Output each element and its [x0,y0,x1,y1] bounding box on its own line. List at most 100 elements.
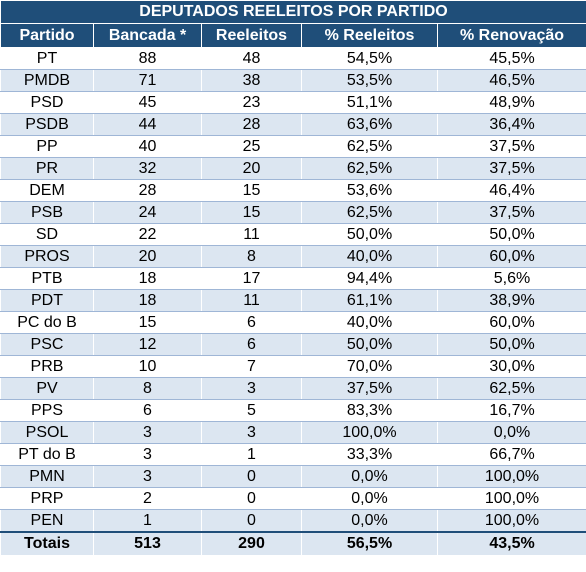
cell-reeleitos: 3 [201,377,302,400]
cell-pct-renovacao: 37,5% [436,201,586,224]
cell-bancada: 24 [93,201,202,224]
cell-pct-reeleitos: 37,5% [301,377,438,400]
table-row: PMDB 71 38 53,5% 46,5% [0,69,586,92]
table-row: PT 88 48 54,5% 45,5% [0,47,586,70]
cell-pct-renovacao: 60,0% [436,311,586,334]
cell-bancada: 18 [93,267,202,290]
totals-pct-reeleitos: 56,5% [301,531,438,556]
cell-pct-renovacao: 46,4% [436,179,586,202]
cell-bancada: 71 [93,69,202,92]
cell-partido: PRB [0,355,94,378]
column-header-reeleitos: Reeleitos [201,23,302,48]
table-row: PSDB 44 28 63,6% 36,4% [0,113,586,136]
cell-reeleitos: 28 [201,113,302,136]
cell-pct-reeleitos: 62,5% [301,201,438,224]
cell-pct-renovacao: 48,9% [436,91,586,114]
cell-partido: PRP [0,487,94,510]
cell-pct-reeleitos: 0,0% [301,465,438,488]
cell-partido: PTB [0,267,94,290]
table-title-row: DEPUTADOS REELEITOS POR PARTIDO [0,0,586,24]
cell-partido: PSDB [0,113,94,136]
cell-reeleitos: 25 [201,135,302,158]
table-row: PC do B 15 6 40,0% 60,0% [0,311,586,334]
cell-pct-reeleitos: 62,5% [301,135,438,158]
table-row: PROS 20 8 40,0% 60,0% [0,245,586,268]
cell-bancada: 12 [93,333,202,356]
cell-pct-renovacao: 16,7% [436,399,586,422]
column-header-partido: Partido [0,23,94,48]
cell-pct-reeleitos: 94,4% [301,267,438,290]
cell-partido: PMN [0,465,94,488]
reelected-deputies-table: DEPUTADOS REELEITOS POR PARTIDO Partido … [0,0,586,556]
table-row: PSOL 3 3 100,0% 0,0% [0,421,586,444]
cell-pct-renovacao: 100,0% [436,509,586,533]
cell-bancada: 3 [93,443,202,466]
cell-pct-renovacao: 100,0% [436,487,586,510]
cell-bancada: 44 [93,113,202,136]
cell-bancada: 3 [93,465,202,488]
cell-partido: DEM [0,179,94,202]
table-row: PT do B 3 1 33,3% 66,7% [0,443,586,466]
cell-bancada: 2 [93,487,202,510]
cell-reeleitos: 0 [201,509,302,533]
cell-reeleitos: 11 [201,289,302,312]
totals-pct-renovacao: 43,5% [436,531,586,556]
table-row: PMN 3 0 0,0% 100,0% [0,465,586,488]
table-row: PRB 10 7 70,0% 30,0% [0,355,586,378]
cell-reeleitos: 8 [201,245,302,268]
table-row: PP 40 25 62,5% 37,5% [0,135,586,158]
cell-pct-renovacao: 38,9% [436,289,586,312]
cell-partido: PSD [0,91,94,114]
cell-bancada: 1 [93,509,202,533]
table-row: DEM 28 15 53,6% 46,4% [0,179,586,202]
cell-pct-reeleitos: 40,0% [301,311,438,334]
cell-reeleitos: 0 [201,465,302,488]
cell-bancada: 22 [93,223,202,246]
cell-bancada: 40 [93,135,202,158]
cell-pct-renovacao: 36,4% [436,113,586,136]
cell-pct-renovacao: 0,0% [436,421,586,444]
cell-partido: PDT [0,289,94,312]
cell-bancada: 18 [93,289,202,312]
cell-pct-reeleitos: 100,0% [301,421,438,444]
cell-partido: PV [0,377,94,400]
cell-reeleitos: 7 [201,355,302,378]
cell-partido: SD [0,223,94,246]
totals-bancada: 513 [93,531,202,556]
cell-pct-renovacao: 62,5% [436,377,586,400]
column-header-row: Partido Bancada * Reeleitos % Reeleitos … [0,23,586,48]
cell-pct-renovacao: 50,0% [436,333,586,356]
table-title: DEPUTADOS REELEITOS POR PARTIDO [0,0,586,24]
table-row: PRP 2 0 0,0% 100,0% [0,487,586,510]
cell-reeleitos: 0 [201,487,302,510]
cell-pct-reeleitos: 51,1% [301,91,438,114]
cell-bancada: 88 [93,47,202,70]
table-body: PT 88 48 54,5% 45,5% PMDB 71 38 53,5% 46,5% PSD 45 2… [0,47,586,533]
cell-bancada: 8 [93,377,202,400]
cell-partido: PC do B [0,311,94,334]
cell-pct-reeleitos: 53,5% [301,69,438,92]
cell-pct-renovacao: 46,5% [436,69,586,92]
cell-reeleitos: 15 [201,179,302,202]
table-row: PSC 12 6 50,0% 50,0% [0,333,586,356]
cell-pct-renovacao: 30,0% [436,355,586,378]
table-row: PEN 1 0 0,0% 100,0% [0,509,586,533]
cell-bancada: 3 [93,421,202,444]
cell-partido: PP [0,135,94,158]
column-header-pct-renovacao: % Renovação [436,23,586,48]
cell-pct-reeleitos: 53,6% [301,179,438,202]
cell-partido: PSOL [0,421,94,444]
table-row: PTB 18 17 94,4% 5,6% [0,267,586,290]
cell-bancada: 20 [93,245,202,268]
table-row: PSB 24 15 62,5% 37,5% [0,201,586,224]
cell-bancada: 15 [93,311,202,334]
cell-pct-reeleitos: 33,3% [301,443,438,466]
column-header-pct-reeleitos: % Reeleitos [301,23,438,48]
cell-reeleitos: 15 [201,201,302,224]
cell-pct-reeleitos: 54,5% [301,47,438,70]
cell-reeleitos: 3 [201,421,302,444]
cell-bancada: 10 [93,355,202,378]
cell-reeleitos: 38 [201,69,302,92]
cell-pct-renovacao: 5,6% [436,267,586,290]
cell-pct-reeleitos: 70,0% [301,355,438,378]
